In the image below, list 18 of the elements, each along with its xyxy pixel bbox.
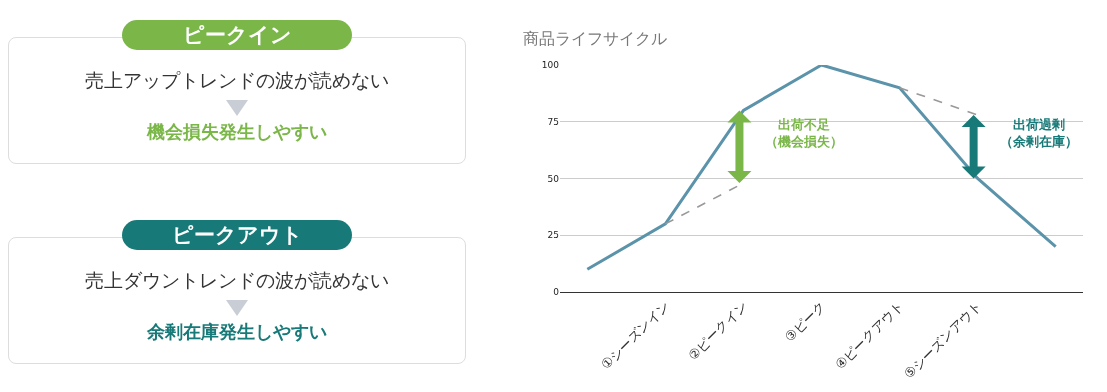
text: 機会損失発生しやすい (145, 120, 328, 144)
x-tick-label: ③ピーク (781, 298, 829, 345)
y-tick-label: 0 (553, 287, 560, 298)
y-tick-label: 25 (547, 230, 559, 241)
x-tick-label: ①シーズンイン (598, 298, 673, 373)
x-tick-label: ⑤シーズンアウト (901, 298, 985, 382)
annotation: 出荷不足（機会損失） (765, 117, 843, 149)
y-tick-label: 75 (547, 116, 559, 127)
text: 余剰在庫発生しやすい (146, 320, 328, 344)
x-tick-label: ②ピークイン (685, 298, 751, 364)
text: ピークイン (122, 20, 352, 50)
text: ピークアウト (122, 220, 352, 250)
chart-title: 商品ライフサイクル (522, 28, 667, 48)
text: 売上ダウントレンドの波が読めない (84, 268, 390, 293)
annotation: 出荷過剰（余剰在庫） (1000, 117, 1078, 149)
text: 売上アップトレンドの波が読めない (84, 68, 390, 93)
y-tick-label: 100 (541, 60, 560, 71)
y-tick-label: 50 (547, 173, 560, 184)
